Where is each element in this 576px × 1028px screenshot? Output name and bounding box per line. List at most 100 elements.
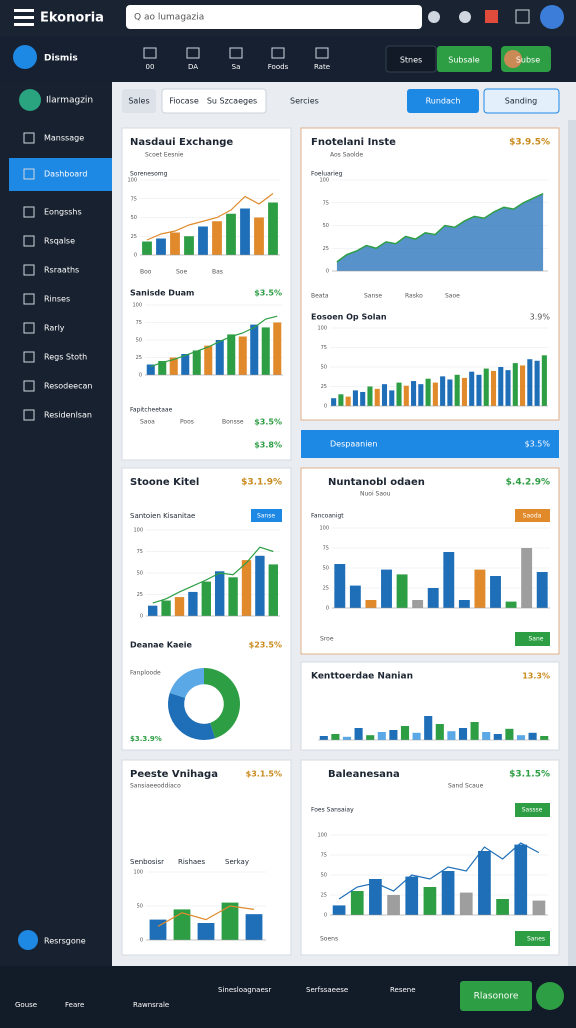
bar xyxy=(528,732,537,740)
search-box[interactable] xyxy=(126,5,422,29)
bar xyxy=(227,334,236,375)
bar xyxy=(367,386,373,406)
label: Rate xyxy=(314,63,330,71)
button[interactable] xyxy=(251,509,282,522)
y-tick-label: 0 xyxy=(324,913,327,919)
button[interactable] xyxy=(385,45,437,73)
bar xyxy=(514,844,528,915)
label: Serfssaeese xyxy=(306,986,348,994)
button[interactable] xyxy=(515,803,550,817)
bar xyxy=(142,241,152,255)
y-tick-label: 50 xyxy=(321,873,327,879)
button[interactable] xyxy=(407,89,479,113)
bar xyxy=(482,732,491,740)
y-tick-label: 75 xyxy=(321,345,327,351)
y-tick-label: 25 xyxy=(323,246,329,252)
bar xyxy=(440,376,446,406)
y-tick-label: 75 xyxy=(321,853,327,859)
bar xyxy=(377,732,386,740)
button[interactable] xyxy=(483,88,560,114)
label: Sales xyxy=(128,97,149,106)
y-tick-label: 50 xyxy=(321,365,327,371)
bar xyxy=(268,202,278,255)
nav-icon xyxy=(23,322,35,334)
y-tick-label: 50 xyxy=(137,904,143,910)
tab[interactable] xyxy=(122,89,156,113)
menu-icon xyxy=(14,23,34,26)
y-tick-label: 0 xyxy=(140,614,143,620)
bar xyxy=(345,396,351,406)
label: Sassse xyxy=(522,807,543,814)
label: Sa xyxy=(232,63,241,71)
label: Residenlsan xyxy=(44,411,92,420)
sidebar-logo xyxy=(13,45,37,69)
panel xyxy=(121,127,292,461)
profile-avatar xyxy=(19,89,41,111)
label: $3.9.5% xyxy=(509,138,550,148)
bar xyxy=(261,327,270,375)
bar xyxy=(184,236,194,255)
bar xyxy=(192,350,201,375)
bar xyxy=(360,391,366,406)
y-tick-label: 25 xyxy=(323,586,329,592)
label: Baleanesana xyxy=(328,769,400,780)
icon[interactable] xyxy=(428,11,440,23)
tab[interactable] xyxy=(161,88,267,114)
label: Sand Scaue xyxy=(448,783,484,790)
bar xyxy=(204,345,213,375)
button[interactable] xyxy=(515,632,550,646)
button[interactable] xyxy=(515,509,550,522)
label: Boo xyxy=(140,269,152,276)
label: $3.1.9% xyxy=(241,478,282,488)
label: $3.1.5% xyxy=(509,770,550,780)
bar xyxy=(411,381,417,406)
area-line xyxy=(336,192,544,263)
icon[interactable] xyxy=(485,10,498,23)
bar xyxy=(173,909,191,940)
label: Sorenesomg xyxy=(130,171,168,178)
label: Rishaes xyxy=(178,858,205,866)
toolbar-icon xyxy=(143,47,157,59)
button[interactable] xyxy=(437,46,492,72)
bar xyxy=(331,398,337,406)
menu-icon[interactable] xyxy=(14,9,34,12)
label: Su Szcaeges xyxy=(207,97,257,106)
scrollbar xyxy=(568,120,576,966)
label: Poos xyxy=(180,419,194,426)
bar xyxy=(461,377,467,406)
bar xyxy=(169,357,178,375)
sidebar xyxy=(0,82,112,966)
icon[interactable] xyxy=(459,11,471,23)
bar xyxy=(319,736,328,740)
bar xyxy=(493,734,502,740)
label: Stnes xyxy=(400,56,422,65)
label: Bas xyxy=(212,269,223,276)
button[interactable] xyxy=(515,931,550,946)
donut-slice xyxy=(167,692,216,740)
label: Manssage xyxy=(44,134,84,143)
button[interactable] xyxy=(460,981,532,1011)
y-tick-label: 100 xyxy=(317,326,327,332)
avatar[interactable] xyxy=(540,5,564,29)
label: Resene xyxy=(390,986,416,994)
label: Aos Saolde xyxy=(330,152,363,159)
y-tick-label: 0 xyxy=(139,373,142,379)
bar xyxy=(332,905,346,915)
y-tick-label: 100 xyxy=(317,833,327,839)
label: 13.3% xyxy=(522,672,550,681)
label: Nasdaui Exchange xyxy=(130,137,233,148)
y-tick-label: 25 xyxy=(321,893,327,899)
toolbar-icon xyxy=(229,47,243,59)
active-item[interactable] xyxy=(9,158,112,191)
label: Nuoi Saou xyxy=(360,491,391,498)
icon-button[interactable] xyxy=(536,982,564,1010)
bar xyxy=(424,716,433,740)
bar xyxy=(540,736,549,740)
label: Fanploode xyxy=(130,670,161,677)
y-tick-label: 100 xyxy=(132,303,142,309)
bar xyxy=(418,384,424,406)
label: Sinesloagnaesr xyxy=(218,986,271,994)
icon[interactable] xyxy=(515,9,530,24)
bar xyxy=(250,324,259,375)
